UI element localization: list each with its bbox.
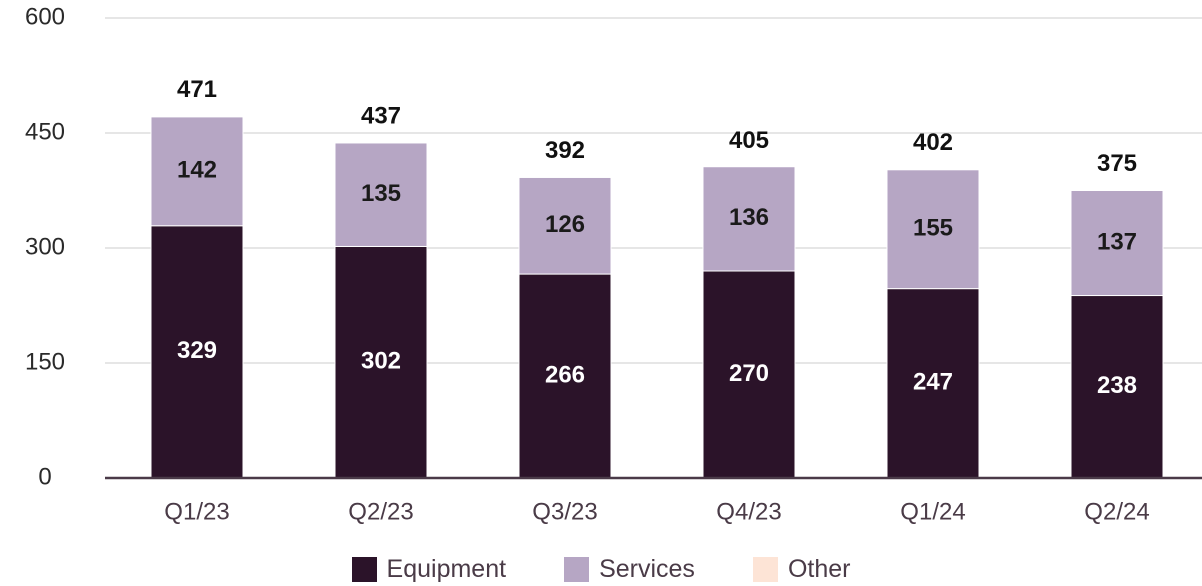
bar-segment-services[interactable]: [702, 166, 796, 272]
bar-segment-equipment[interactable]: [518, 273, 612, 479]
bar-segment-services[interactable]: [886, 169, 980, 290]
y-tick-label: 450: [25, 118, 65, 145]
bar-value-label: 266: [545, 361, 585, 388]
x-tick-label: Q2/23: [348, 498, 413, 525]
bar-segment-services[interactable]: [334, 142, 428, 247]
bar-segment-equipment[interactable]: [702, 270, 796, 479]
x-tick-label: Q2/24: [1084, 498, 1149, 525]
y-tick-label: 150: [25, 348, 65, 375]
bar-value-label: 142: [177, 157, 217, 184]
gridlines: [105, 17, 1202, 364]
bar-value-label: 136: [729, 204, 769, 231]
bar-value-label: 135: [361, 180, 401, 207]
bar-value-label: 137: [1097, 228, 1137, 255]
bar-value-label: 247: [913, 369, 953, 396]
x-tick-label: Q3/23: [532, 498, 597, 525]
legend-item-other[interactable]: Other: [752, 554, 851, 584]
legend-swatch-services: [564, 556, 590, 582]
legend-swatch-other: [752, 556, 778, 582]
bar-segment-services[interactable]: [518, 176, 612, 275]
bar-total-label: 392: [545, 137, 585, 164]
bar-value-label: 155: [913, 215, 953, 242]
bar-segment-services[interactable]: [1070, 190, 1164, 297]
bar-value-label: 238: [1097, 372, 1137, 399]
bar-value-label: 302: [361, 348, 401, 375]
bars: 329 142 471 302 135 437 266 126 392 270 136 405 247 1…: [150, 76, 1164, 479]
y-tick-label: 600: [25, 3, 65, 30]
x-tick-label: Q1/23: [164, 498, 229, 525]
legend-swatch-equipment: [351, 556, 377, 582]
bar-value-label: 270: [729, 360, 769, 387]
legend-item-services[interactable]: Services: [564, 555, 695, 584]
y-tick-label: 300: [25, 233, 65, 260]
legend-label-equipment: Equipment: [386, 554, 507, 583]
bar-segment-equipment[interactable]: [1070, 295, 1164, 479]
bar-total-label: 402: [913, 129, 953, 156]
x-tick-label: Q1/24: [900, 498, 965, 525]
x-tick-label: Q4/23: [716, 498, 781, 525]
bar-total-label: 437: [361, 102, 401, 129]
bar-value-label: 126: [545, 211, 585, 238]
y-axis-tick-labels: 0 150 300 450 600: [25, 3, 65, 490]
bar-segment-equipment[interactable]: [886, 288, 980, 479]
bar-total-label: 375: [1097, 150, 1137, 177]
legend: Equipment Services Other: [0, 553, 1202, 585]
bar-segment-services[interactable]: [150, 116, 244, 227]
legend-label-services: Services: [599, 554, 695, 583]
legend-label-other: Other: [787, 554, 851, 583]
x-axis-tick-labels: Q1/23 Q2/23 Q3/23 Q4/23 Q1/24 Q2/24: [164, 498, 1149, 525]
y-tick-label: 0: [38, 463, 51, 490]
bar-value-label: 329: [177, 337, 217, 364]
legend-item-equipment[interactable]: Equipment: [351, 554, 507, 584]
bar-segment-equipment[interactable]: [334, 245, 428, 479]
bar-segment-equipment[interactable]: [150, 225, 244, 479]
bar-total-label: 471: [177, 76, 217, 103]
bar-total-label: 405: [729, 127, 769, 154]
